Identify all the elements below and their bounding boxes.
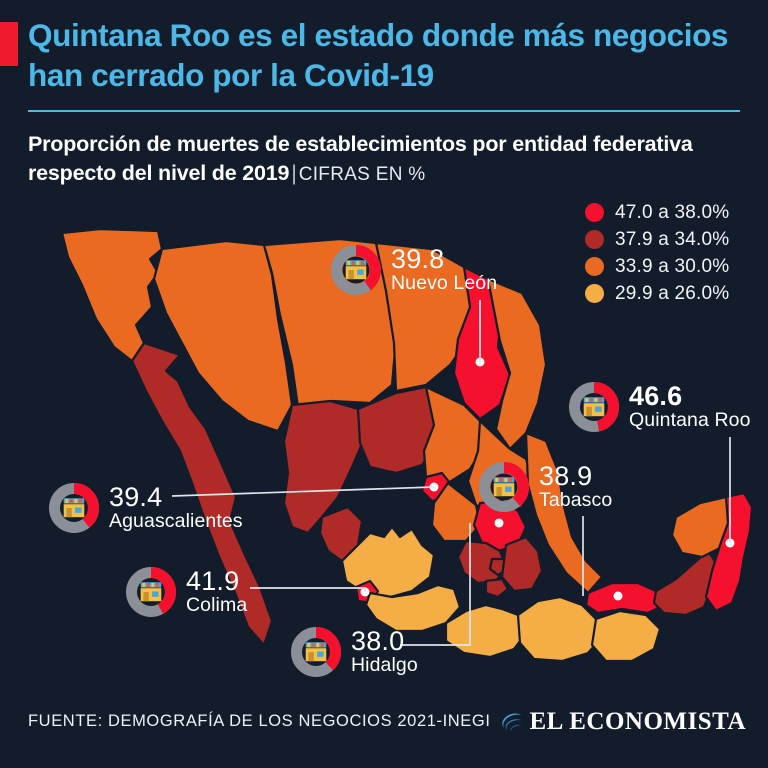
state-tamaulipas [486,277,548,451]
state-coahuila [374,241,480,393]
brand-name: EL ECONOMISTA [529,708,746,735]
callout-hidalgo[interactable]: 38.0 Hidalgo [290,626,418,678]
callout-text: 38.0 Hidalgo [351,627,418,677]
business-icon [63,498,85,518]
donut-chart-hidalgo [290,626,342,678]
legend-item-label: 47.0 a 38.0% [615,201,730,223]
callout-value: 46.6 [629,381,683,412]
subtitle-separator: | [291,160,297,185]
brand-logo: EL ECONOMISTA [498,708,747,736]
state-chiapas [590,609,662,663]
legend-item-label: 37.9 a 34.0% [615,228,730,250]
marker-dot-aguascalientes [429,482,439,492]
callout-tabasco[interactable]: 38.9 Tabasco [478,461,612,513]
legend-swatch-icon [585,203,604,222]
business-icon [305,642,327,662]
marker-dot-colima [360,587,370,597]
legend: 47.0 a 38.0% 37.9 a 34.0% 33.9 a 30.0% 2… [585,200,765,308]
callout-state-name: Quintana Roo [629,409,751,432]
callout-value: 38.0 [351,626,405,657]
donut-chart-quintana-roo [568,381,620,433]
donut-chart-nuevo-leon [330,244,382,296]
state-morelos [484,577,510,599]
business-icon [493,477,515,497]
callout-state-name: Nuevo León [391,272,498,295]
donut-chart-tabasco [478,461,530,513]
callout-value: 39.4 [109,482,163,513]
callout-text: 39.4 Aguascalientes [109,483,243,533]
business-icon [140,582,162,602]
callout-state-name: Colima [186,594,248,617]
state-baja-california [60,227,164,363]
callout-text: 39.8 Nuevo León [391,245,497,295]
legend-item: 33.9 a 30.0% [585,254,765,279]
callout-value: 41.9 [186,566,240,597]
callout-state-name: Aguascalientes [109,510,243,533]
state-tabasco [584,581,666,615]
donut-chart-aguascalientes [48,482,100,534]
accent-bar [0,22,18,66]
legend-swatch-icon [585,230,604,249]
legend-item: 29.9 a 26.0% [585,281,765,306]
business-icon [583,397,605,417]
callout-text: 46.6 Quintana Roo [629,382,751,432]
legend-swatch-icon [585,284,604,303]
state-guerrero [444,603,528,659]
marker-dot-hidalgo [494,518,504,528]
donut-chart-colima [125,566,177,618]
callout-value: 38.9 [539,461,593,492]
callout-state-name: Hidalgo [351,654,418,677]
legend-item: 37.9 a 34.0% [585,227,765,252]
state-veracruz [524,431,604,595]
callout-text: 41.9 Colima [186,567,247,617]
callout-text: 38.9 Tabasco [539,462,612,512]
subtitle: Proporción de muertes de establecimiento… [28,130,728,187]
callout-nuevo-leon[interactable]: 39.8 Nuevo León [330,244,497,296]
subtitle-main: Proporción de muertes de establecimiento… [28,132,693,185]
state-puebla [500,535,544,593]
legend-item-label: 33.9 a 30.0% [615,255,730,277]
page-title: Quintana Roo es el estado donde más nego… [28,17,729,93]
legend-swatch-icon [585,257,604,276]
callout-state-name: Tabasco [539,489,613,512]
source-note: FUENTE: DEMOGRAFÍA DE LOS NEGOCIOS 2021-… [28,712,491,730]
marker-dot-nuevo-leon [475,357,485,367]
subtitle-units: CIFRAS EN % [298,163,426,185]
legend-item: 47.0 a 38.0% [585,200,765,225]
state-zacatecas [422,385,486,485]
marker-dot-quintana-roo [725,538,735,548]
title-divider [28,110,740,112]
state-quintana-roo [704,491,754,613]
callout-colima[interactable]: 41.9 Colima [125,566,247,618]
state-campeche [652,549,718,617]
marker-dot-tabasco [613,591,623,601]
callout-aguascalientes[interactable]: 39.4 Aguascalientes [48,482,243,534]
legend-item-label: 29.9 a 26.0% [615,282,730,304]
swirl-globe-icon [501,713,521,732]
business-icon [345,260,367,280]
callout-value: 39.8 [391,244,445,275]
callout-quintana-roo[interactable]: 46.6 Quintana Roo [568,381,751,433]
